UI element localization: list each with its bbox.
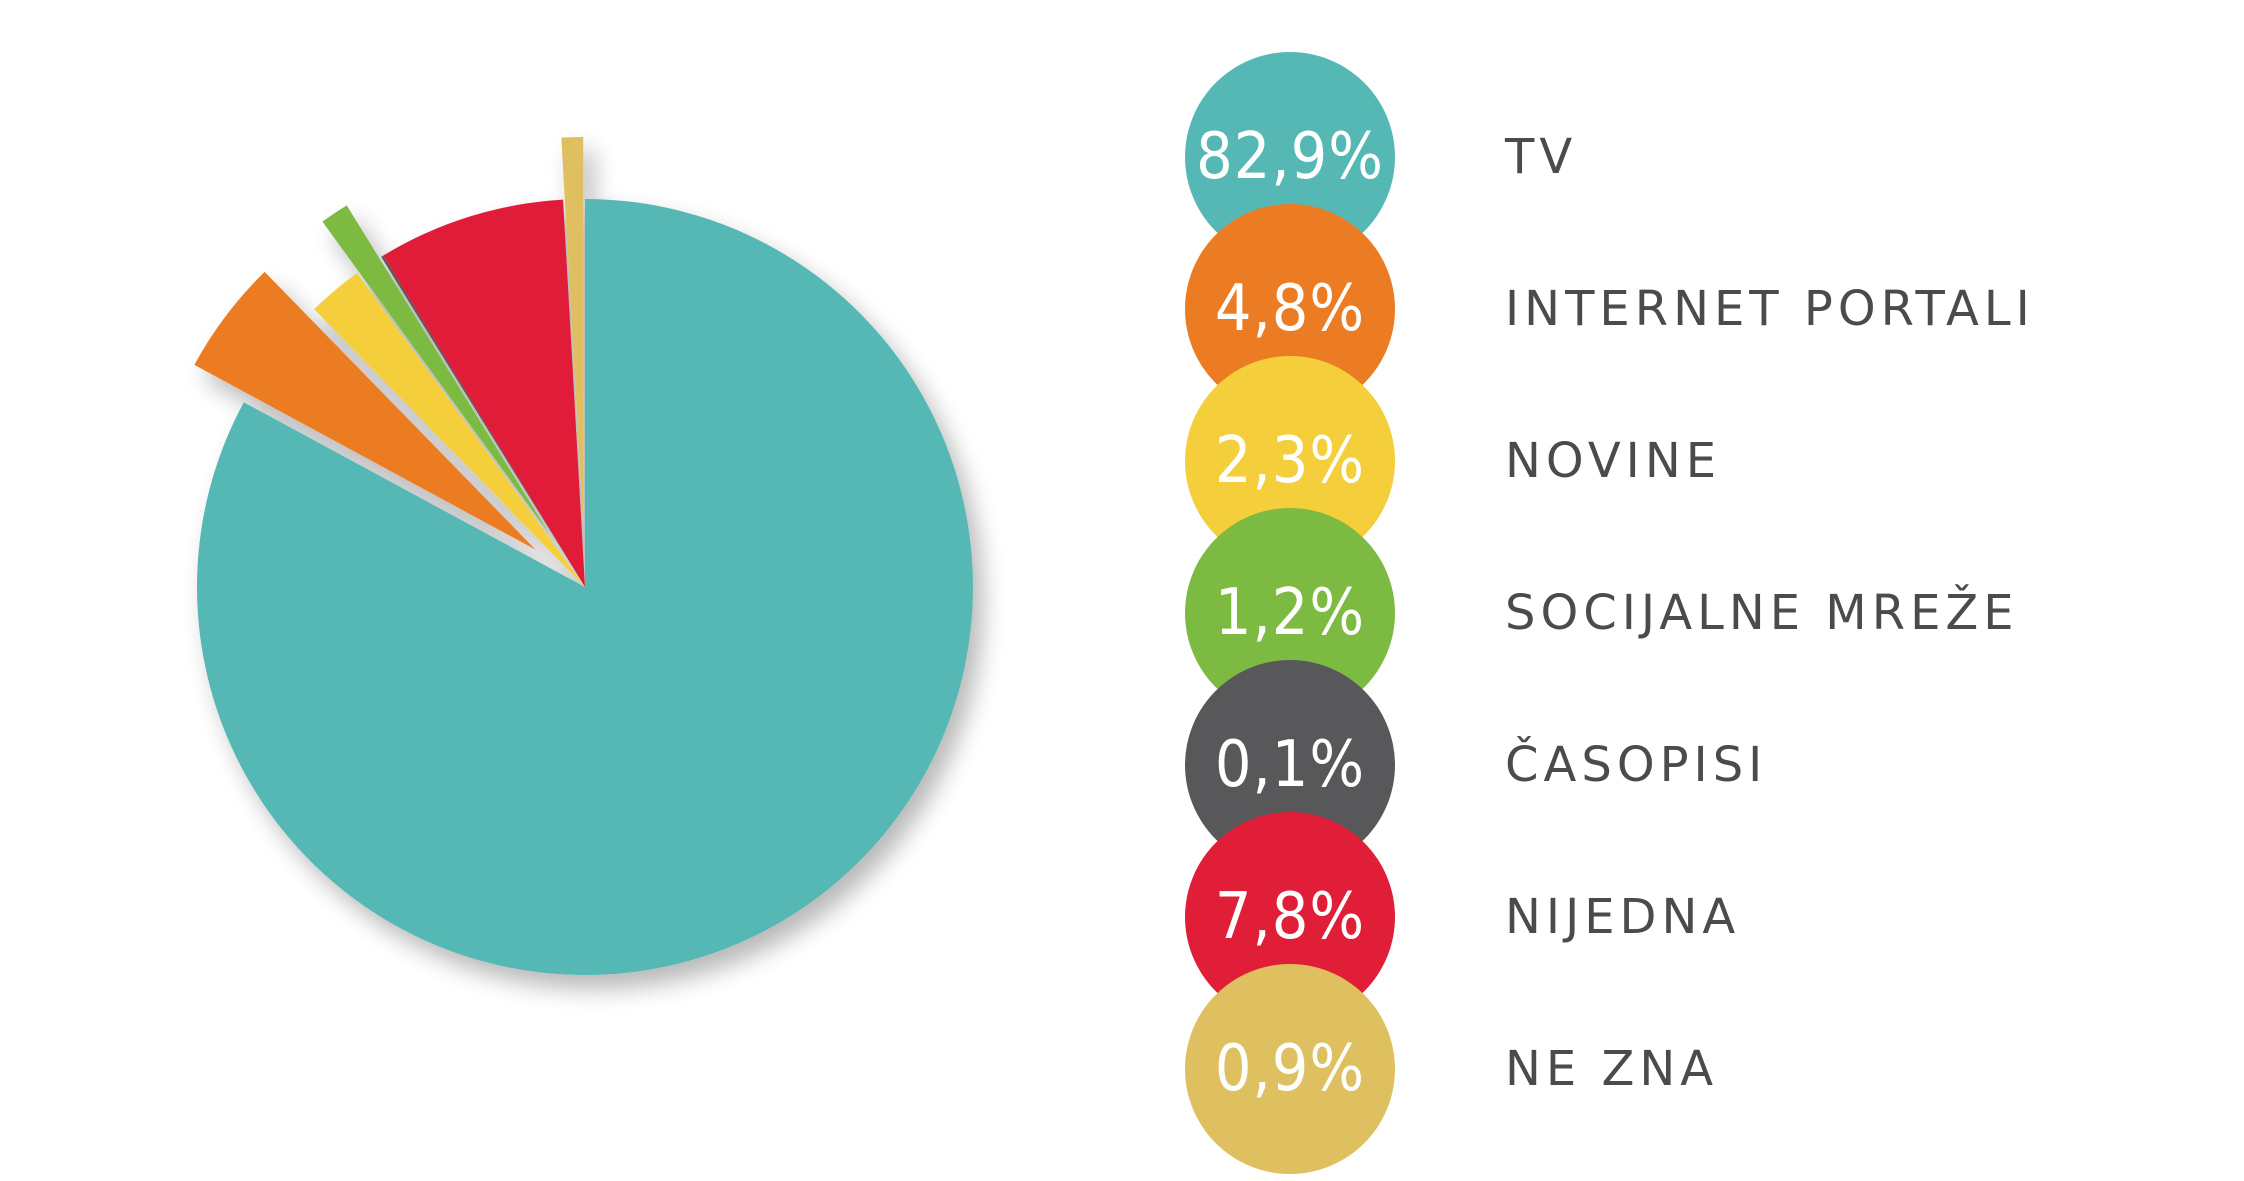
legend-item-tv: 82,9% TV (1185, 52, 2185, 262)
legend-value-label: 2,3% (1214, 424, 1366, 498)
legend-value-label: 7,8% (1214, 880, 1366, 954)
legend-item-internet-portali: 4,8% INTERNET PORTALI (1185, 204, 2185, 414)
legend-value-label: 1,2% (1214, 576, 1366, 650)
legend-swatch: 82,9% (1185, 52, 1395, 262)
pie-slice-novine (314, 273, 585, 587)
legend-value-label: 0,1% (1214, 728, 1366, 802)
legend-category-label: NE ZNA (1505, 1041, 1719, 1097)
legend-category-label: NIJEDNA (1505, 889, 1741, 945)
legend-value-label: 4,8% (1214, 272, 1366, 346)
legend-item-ne-zna: 0,9% NE ZNA (1185, 964, 2185, 1174)
pie-slice-casopisi (381, 255, 585, 588)
pie-slice-nijedna (383, 199, 585, 588)
legend-swatch: 4,8% (1185, 204, 1395, 414)
legend-category-label: SOCIJALNE MREŽE (1505, 585, 2019, 641)
pie-slices (194, 137, 973, 975)
pie-chart (194, 137, 973, 975)
pie-slice-socijalne-mreze (322, 205, 551, 536)
legend-category-label: INTERNET PORTALI (1505, 281, 2035, 337)
legend-category-label: ČASOPISI (1505, 737, 1768, 793)
pie-slice-ne-zna (561, 137, 584, 526)
pie-slice-tv (196, 199, 973, 975)
legend-value-label: 82,9% (1196, 120, 1384, 194)
legend-swatch: 0,9% (1185, 964, 1395, 1174)
pie-slice-internet-portali (194, 271, 536, 550)
legend-value-label: 0,9% (1214, 1032, 1366, 1106)
legend-category-label: TV (1505, 129, 1578, 185)
legend-category-label: NOVINE (1505, 433, 1722, 489)
